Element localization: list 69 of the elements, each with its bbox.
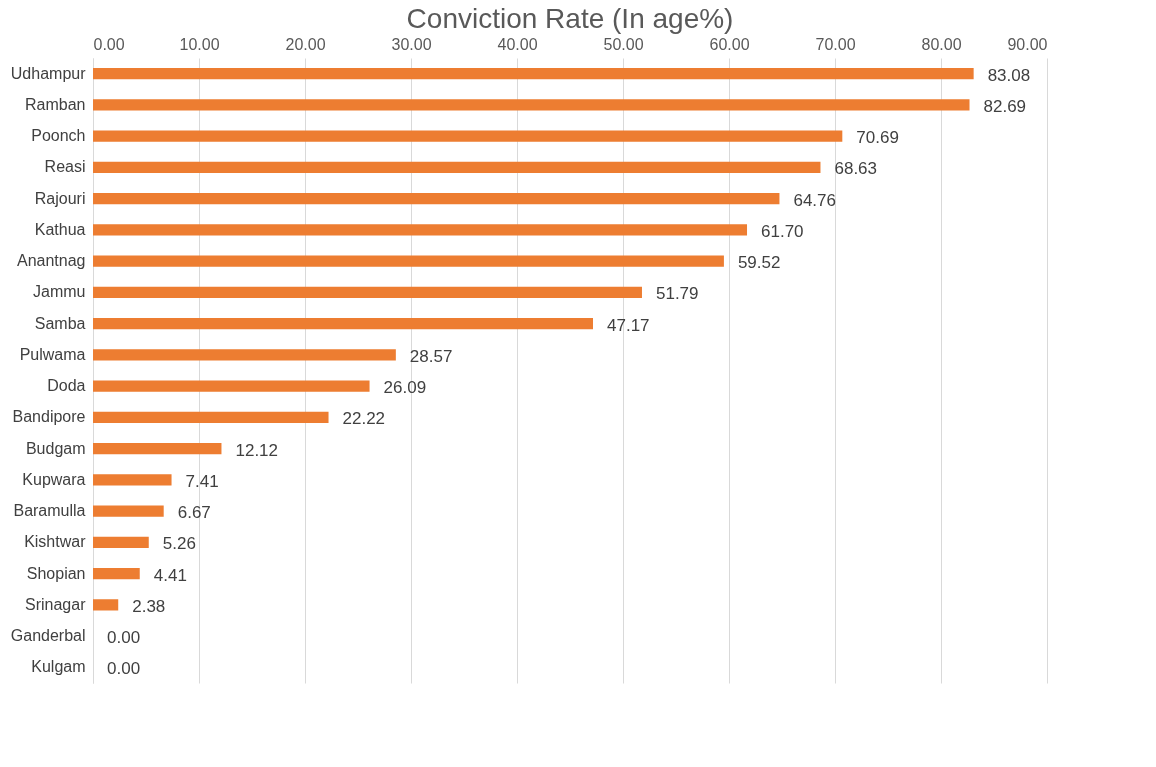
data-label: 28.57: [409, 346, 453, 366]
y-tick-label: Baramulla: [13, 502, 86, 520]
y-tick-label: Kulgam: [31, 658, 86, 676]
bar: [93, 443, 222, 455]
bar: [93, 349, 396, 361]
y-tick-label: Ramban: [25, 95, 86, 113]
y-tick-label: Doda: [47, 377, 86, 395]
x-tick-label: 60.00: [709, 35, 750, 53]
data-label: 70.69: [856, 128, 899, 148]
bar: [93, 193, 780, 205]
bar: [93, 568, 140, 580]
y-tick-label: Kupwara: [22, 470, 86, 488]
bar: [93, 599, 119, 611]
y-tick-label: Samba: [34, 314, 86, 332]
data-label: 4.41: [153, 565, 187, 585]
y-tick-label: Reasi: [44, 158, 86, 176]
y-tick-label: Kathua: [34, 220, 86, 238]
y-tick-label: Srinagar: [25, 595, 87, 613]
x-tick-label: 80.00: [921, 35, 962, 53]
bar: [93, 68, 974, 80]
bar: [93, 255, 724, 267]
data-label: 59.52: [737, 253, 781, 273]
y-tick-label: Anantnag: [16, 252, 86, 270]
data-label: 68.63: [834, 159, 878, 179]
bar: [93, 224, 748, 236]
data-label: 22.22: [342, 409, 386, 429]
data-label: 7.41: [185, 471, 219, 491]
data-label: 47.17: [607, 315, 650, 335]
bar: [93, 130, 843, 142]
bar: [93, 411, 329, 423]
x-tick-label: 50.00: [603, 35, 644, 53]
data-label: 51.79: [655, 284, 699, 304]
data-label: 83.08: [987, 65, 1031, 85]
data-label: 26.09: [383, 378, 427, 398]
y-tick-label: Shopian: [26, 564, 86, 582]
y-tick-label: Ganderbal: [10, 627, 86, 645]
data-label: 12.12: [235, 440, 279, 460]
y-tick-label: Jammu: [33, 283, 86, 301]
data-label: 82.69: [983, 96, 1027, 116]
y-tick-label: Udhampur: [10, 64, 87, 82]
y-tick-label: Poonch: [31, 127, 86, 145]
x-tick-label: 70.00: [815, 35, 856, 53]
bar: [93, 318, 593, 330]
x-tick-label: 90.00: [1007, 35, 1048, 53]
x-tick-label: 30.00: [391, 35, 432, 53]
chart-title: Conviction Rate (In age%): [406, 3, 734, 34]
bar: [93, 161, 821, 173]
data-label: 0.00: [107, 628, 141, 648]
y-tick-label: Bandipore: [12, 408, 86, 426]
x-tick-label: 40.00: [497, 35, 538, 53]
data-label: 5.26: [162, 534, 196, 554]
data-label: 2.38: [132, 596, 166, 616]
y-tick-label: Pulwama: [19, 345, 86, 363]
bar: [93, 474, 172, 486]
bar: [93, 536, 149, 548]
y-tick-label: Budgam: [25, 439, 86, 457]
bar: [93, 286, 642, 298]
data-label: 64.76: [793, 190, 836, 210]
data-label: 0.00: [107, 659, 141, 679]
y-tick-label: Rajouri: [34, 189, 86, 207]
bar: [93, 380, 370, 392]
data-label: 61.70: [761, 221, 804, 241]
bar: [93, 99, 970, 111]
y-tick-label: Kishtwar: [24, 533, 87, 551]
bar: [93, 505, 164, 517]
x-tick-label: 0.00: [93, 35, 125, 53]
data-label: 6.67: [177, 503, 211, 523]
x-tick-label: 10.00: [179, 35, 220, 53]
x-tick-label: 20.00: [285, 35, 326, 53]
